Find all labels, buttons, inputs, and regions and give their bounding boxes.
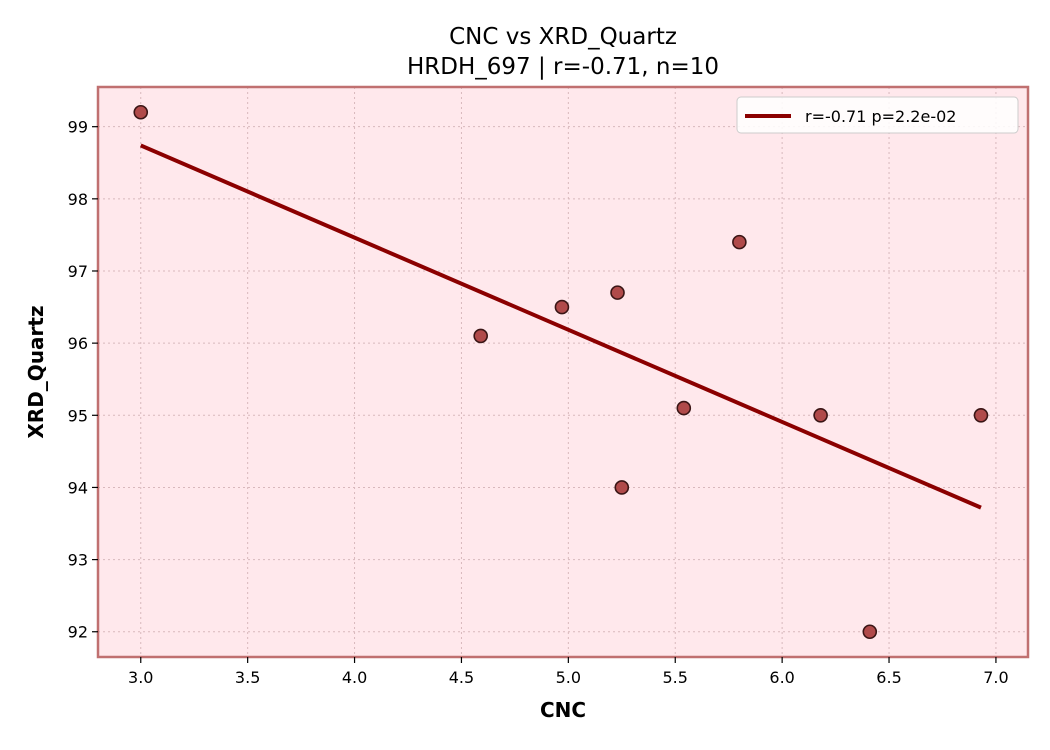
y-axis-ticks: 92 93 94 95 96 97 98 99 — [68, 118, 98, 642]
y-tick-label: 93 — [68, 551, 88, 570]
x-tick-label: 4.0 — [342, 668, 367, 687]
grid — [98, 87, 1028, 657]
y-tick-label: 96 — [68, 334, 88, 353]
x-tick-label: 5.0 — [556, 668, 581, 687]
fit-line-layer — [139, 143, 982, 510]
x-tick-label: 6.5 — [876, 668, 901, 687]
data-point — [973, 407, 989, 423]
data-point — [813, 407, 828, 423]
legend-box — [736, 96, 1019, 134]
data-point — [676, 400, 692, 416]
data-point — [473, 328, 488, 344]
y-tick-label: 99 — [68, 118, 88, 137]
x-tick-label: 6.0 — [769, 668, 794, 687]
legend: r=-0.71 p=2.2e-02 — [736, 96, 1019, 134]
data-point — [133, 104, 149, 120]
chart-subtitle: HRDH_697 | r=-0.71, n=10 — [407, 54, 719, 80]
fit-line — [139, 143, 982, 510]
legend-label: r=-0.71 p=2.2e-02 — [805, 107, 956, 126]
x-tick-label: 5.5 — [663, 668, 688, 687]
points-layer — [133, 104, 989, 640]
y-tick-label: 98 — [68, 190, 88, 209]
data-point — [862, 624, 878, 640]
x-axis-label: CNC — [540, 698, 586, 722]
x-tick-label: 3.5 — [235, 668, 260, 687]
x-tick-label: 3.0 — [128, 668, 153, 687]
y-tick-label: 92 — [68, 623, 88, 642]
data-point — [732, 234, 747, 250]
data-point — [554, 299, 570, 315]
data-point — [610, 285, 625, 300]
y-axis-label: XRD_Quartz — [24, 305, 48, 438]
chart-title: CNC vs XRD_Quartz — [449, 24, 677, 50]
x-tick-label: 7.0 — [983, 668, 1008, 687]
y-tick-label: 94 — [68, 478, 88, 497]
y-tick-label: 97 — [68, 262, 88, 281]
x-axis-ticks: 3.0 3.5 4.0 4.5 5.0 5.5 6.0 6.5 7.0 — [128, 657, 1009, 687]
data-point — [614, 480, 630, 495]
plot-area — [98, 87, 1028, 657]
x-tick-label: 4.5 — [449, 668, 474, 687]
y-tick-label: 95 — [68, 406, 88, 425]
plot-frame — [96, 85, 1030, 659]
